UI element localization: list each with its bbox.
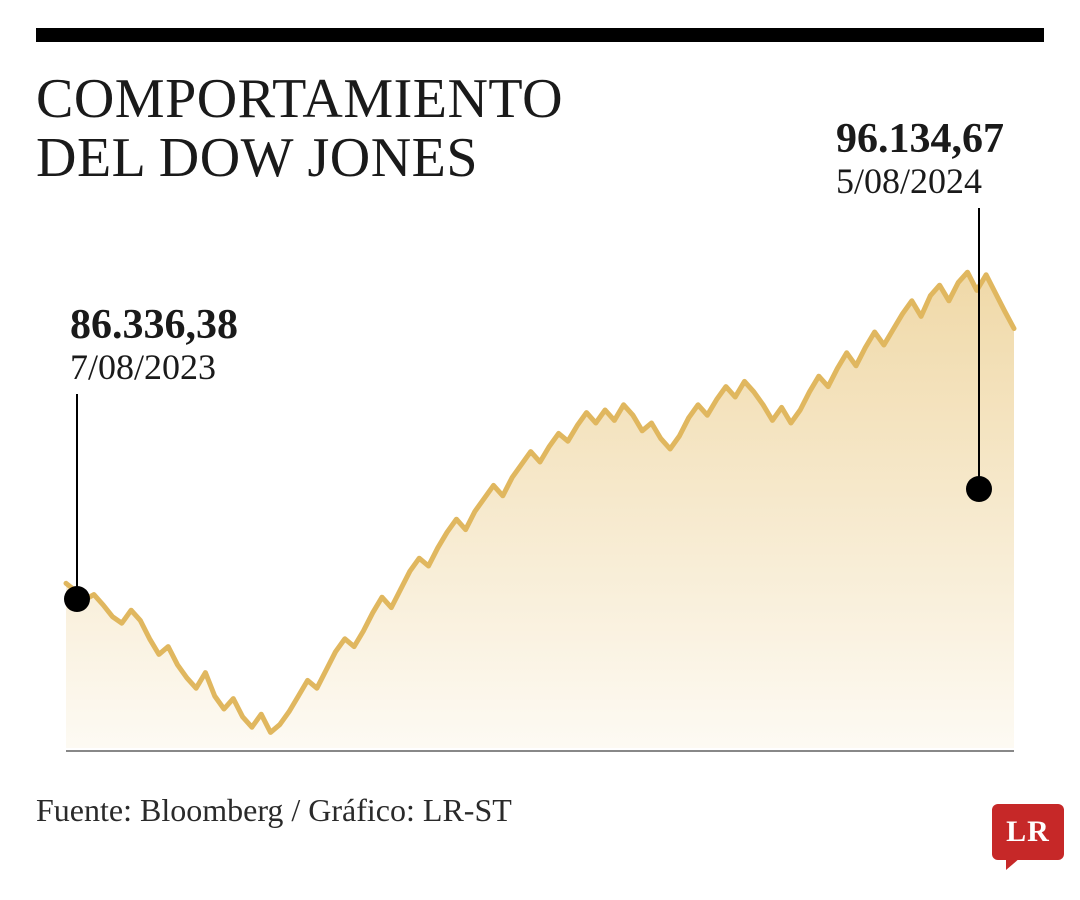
logo-text: LR [1006,815,1050,849]
end-callout: 96.134,67 5/08/2024 [836,118,1004,203]
header-rule [36,28,1044,42]
start-date: 7/08/2023 [70,346,238,389]
start-callout: 86.336,38 7/08/2023 [70,304,238,389]
chart-area: 86.336,38 7/08/2023 96.134,67 5/08/2024 [36,208,1044,768]
start-marker [64,586,90,612]
title-line-2: DEL DOW JONES [36,127,478,189]
end-marker [966,476,992,502]
end-value: 96.134,67 [836,118,1004,160]
end-leader-line [978,208,980,483]
title-line-1: COMPORTAMIENTO [36,68,563,130]
logo-bubble: LR [992,804,1064,860]
end-date: 5/08/2024 [836,160,1004,203]
start-leader-line [76,394,78,590]
publisher-logo: LR [992,804,1064,868]
source-credit: Fuente: Bloomberg / Gráfico: LR-ST [36,792,1044,829]
area-chart-svg [36,208,1044,768]
start-value: 86.336,38 [70,304,238,346]
x-axis-line [66,750,1014,752]
